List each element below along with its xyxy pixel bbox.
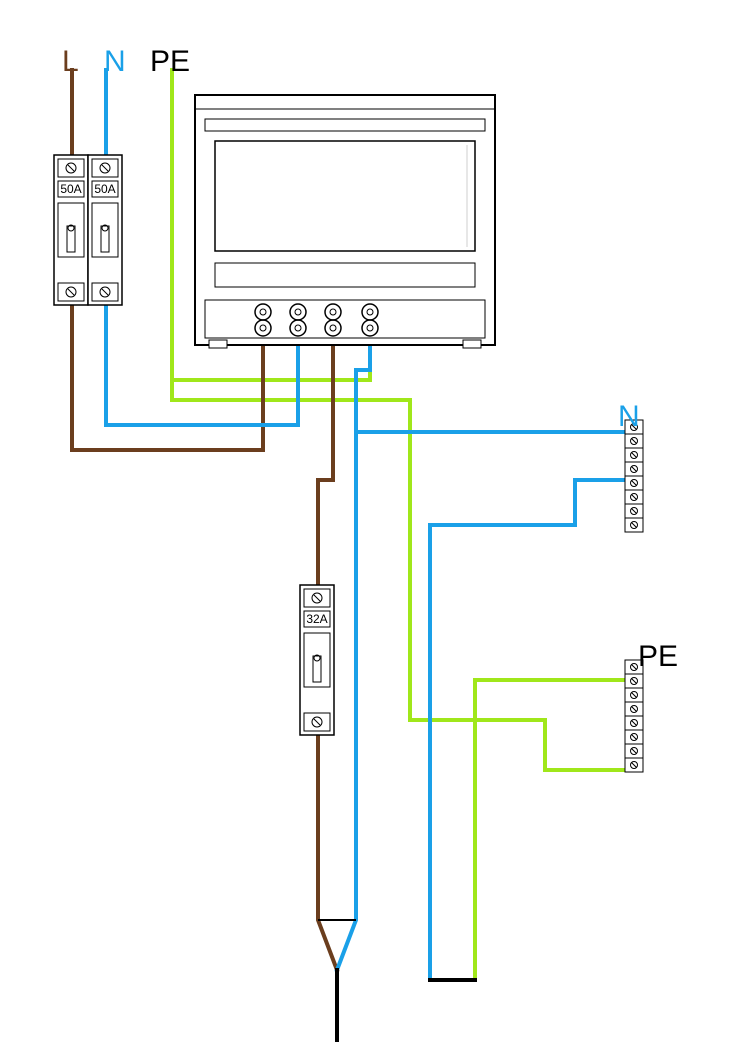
wire-L_breaker2_out bbox=[318, 735, 337, 970]
label-PE: PE bbox=[150, 45, 190, 79]
label-N-bus: N bbox=[618, 400, 640, 434]
wire-N_meter_out bbox=[337, 345, 370, 970]
svg-text:50A: 50A bbox=[94, 182, 115, 196]
main-breaker: 50A 50A bbox=[54, 155, 122, 305]
label-PE-bus: PE bbox=[638, 640, 678, 674]
label-N: N bbox=[104, 45, 126, 79]
wire-PE_bus_bottom bbox=[475, 680, 624, 980]
secondary-breaker: 32A bbox=[300, 585, 334, 735]
svg-text:32A: 32A bbox=[306, 612, 327, 626]
energy-meter bbox=[195, 95, 495, 348]
pe-terminal-bar bbox=[625, 660, 643, 772]
wiring-diagram: 50A 50A 32A bbox=[0, 0, 749, 1048]
wire-N_bus_bottom bbox=[430, 480, 624, 980]
label-L: L bbox=[62, 45, 79, 79]
svg-text:50A: 50A bbox=[60, 182, 81, 196]
n-terminal-bar bbox=[625, 420, 643, 532]
wire-PE_in_top_meter bbox=[172, 345, 370, 380]
